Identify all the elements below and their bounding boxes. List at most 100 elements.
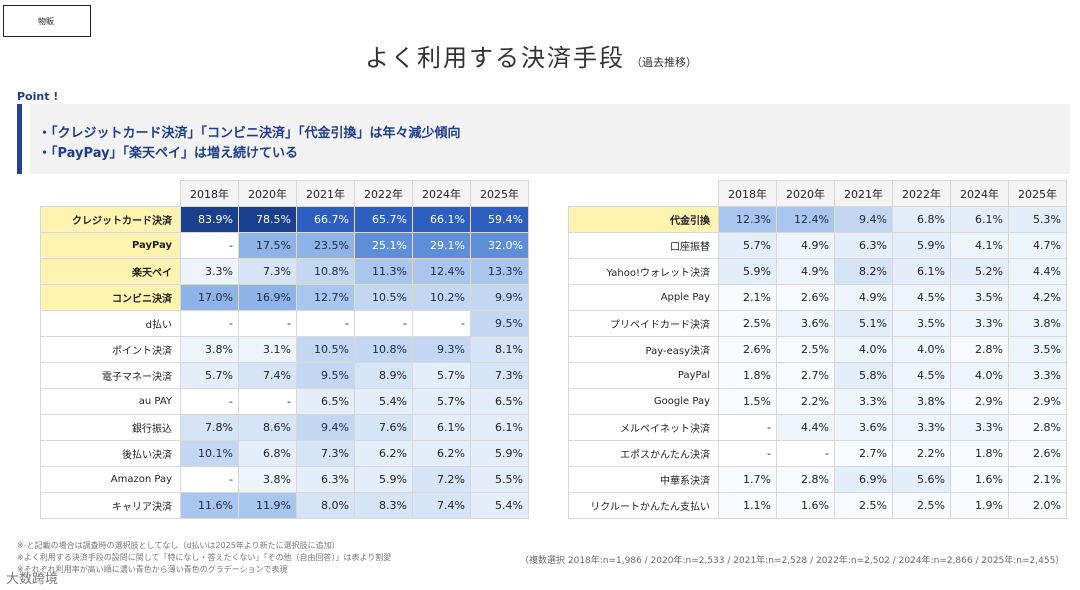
year-header: 2022年 [354, 180, 413, 207]
row-label: Google Pay [568, 388, 719, 415]
year-header: 2021年 [296, 180, 355, 207]
value-cell: 83.9% [180, 206, 239, 233]
value-cell: 4.0% [834, 336, 893, 363]
value-cell: 3.8% [180, 336, 239, 363]
value-cell: 5.9% [470, 440, 529, 467]
value-cell: 9.4% [296, 414, 355, 441]
value-cell: 3.6% [834, 414, 893, 441]
value-cell: 5.1% [834, 310, 893, 337]
value-cell: 5.6% [892, 466, 951, 493]
value-cell: 7.3% [470, 362, 529, 389]
table-row: au PAY - -6.5% 5.4% 5.7% 6.5% [40, 388, 529, 415]
value-cell: 6.8% [238, 440, 297, 467]
value-cell: 3.8% [892, 388, 951, 415]
row-label: キャリア決済 [40, 492, 181, 519]
table-row: メルペイネット決済 -4.4% 3.6% 3.3% 3.3% 2.8% [568, 414, 1067, 441]
header-corner [568, 180, 719, 207]
table-row: エポスかんたん決済 - -2.7% 2.2% 1.8% 2.6% [568, 440, 1067, 467]
value-cell: 6.1% [412, 414, 471, 441]
value-cell: 3.5% [892, 310, 951, 337]
value-cell: 5.7% [412, 362, 471, 389]
year-header: 2024年 [950, 180, 1009, 207]
value-cell: 4.5% [892, 362, 951, 389]
value-cell: 1.1% [718, 492, 777, 519]
value-cell: 3.6% [776, 310, 835, 337]
value-cell: 6.2% [354, 440, 413, 467]
value-cell: 2.6% [718, 336, 777, 363]
table-row: ポイント決済 3.8% 3.1% 10.5% 10.8% 9.3% 8.1% [40, 336, 529, 363]
row-label: Yahoo!ウォレット決済 [568, 258, 719, 285]
value-cell: 2.2% [892, 440, 951, 467]
value-cell: 5.2% [950, 258, 1009, 285]
value-cell: 1.5% [718, 388, 777, 415]
value-cell: 2.8% [1008, 414, 1067, 441]
value-cell: 7.3% [238, 258, 297, 285]
table-row: クレジットカード決済 83.9% 78.5% 66.7% 65.7% 66.1% 59.4% [40, 206, 529, 233]
left-table: 2018年 2020年 2021年 2022年 2024年 2025年 クレジッ… [40, 180, 529, 519]
title-suffix: （過去推移） [631, 56, 697, 69]
value-cell: 4.0% [892, 336, 951, 363]
value-cell: 3.3% [950, 310, 1009, 337]
value-cell: 6.3% [834, 232, 893, 259]
value-cell: 2.5% [834, 492, 893, 519]
value-cell: 12.4% [412, 258, 471, 285]
value-cell: - [238, 388, 297, 415]
header-corner [40, 180, 181, 207]
value-cell: 2.5% [892, 492, 951, 519]
value-cell: - [718, 440, 777, 467]
value-cell: - [412, 310, 471, 337]
category-tag: 物販 [3, 5, 91, 37]
value-cell: 10.5% [354, 284, 413, 311]
row-label: PayPay [40, 232, 181, 259]
footnote: ※よく利用する決済手段の設問に関して「特になし・答えたくない」「その他（自由回答… [17, 553, 392, 562]
table-row: d払い - - - - -9.5% [40, 310, 529, 337]
value-cell: 2.7% [776, 362, 835, 389]
value-cell: 7.4% [238, 362, 297, 389]
value-cell: 5.7% [718, 232, 777, 259]
value-cell: 8.9% [354, 362, 413, 389]
value-cell: 3.5% [1008, 336, 1067, 363]
header-row: 2018年 2020年 2021年 2022年 2024年 2025年 [568, 180, 1067, 207]
value-cell: 10.1% [180, 440, 239, 467]
value-cell: 8.0% [296, 492, 355, 519]
value-cell: - [718, 414, 777, 441]
value-cell: 3.3% [834, 388, 893, 415]
value-cell: 25.1% [354, 232, 413, 259]
row-label: 後払い決済 [40, 440, 181, 467]
value-cell: 4.2% [1008, 284, 1067, 311]
value-cell: 2.8% [950, 336, 1009, 363]
value-cell: 5.9% [718, 258, 777, 285]
row-label: メルペイネット決済 [568, 414, 719, 441]
footnote: ※それぞれ利用率が高い順に濃い青色から薄い青色のグラデーションで表現 [17, 565, 288, 574]
year-header: 2018年 [180, 180, 239, 207]
table-row: キャリア決済 11.6% 11.9% 8.0% 8.3% 7.4% 5.4% [40, 492, 529, 519]
value-cell: - [180, 232, 239, 259]
value-cell: 9.9% [470, 284, 529, 311]
value-cell: 8.1% [470, 336, 529, 363]
value-cell: 78.5% [238, 206, 297, 233]
value-cell: 10.5% [296, 336, 355, 363]
value-cell: 5.8% [834, 362, 893, 389]
value-cell: 6.8% [892, 206, 951, 233]
watermark-logo: 大数跨境 [6, 572, 59, 587]
table-row: 口座振替 5.7% 4.9% 6.3% 5.9% 4.1% 4.7% [568, 232, 1067, 259]
value-cell: 3.8% [238, 466, 297, 493]
value-cell: 5.3% [1008, 206, 1067, 233]
value-cell: 66.7% [296, 206, 355, 233]
year-header: 2025年 [1008, 180, 1067, 207]
value-cell: 11.9% [238, 492, 297, 519]
value-cell: 2.1% [1008, 466, 1067, 493]
table-row: Yahoo!ウォレット決済 5.9% 4.9% 8.2% 6.1% 5.2% 4.4% [568, 258, 1067, 285]
value-cell: - [296, 310, 355, 337]
value-cell: 4.5% [892, 284, 951, 311]
row-label: PayPal [568, 362, 719, 389]
value-cell: 12.3% [718, 206, 777, 233]
value-cell: 4.7% [1008, 232, 1067, 259]
table-row: 銀行振込 7.8% 8.6% 9.4% 7.6% 6.1% 6.1% [40, 414, 529, 441]
value-cell: 3.3% [180, 258, 239, 285]
value-cell: 1.7% [718, 466, 777, 493]
value-cell: 1.9% [950, 492, 1009, 519]
row-label: プリペイドカード決済 [568, 310, 719, 337]
value-cell: 2.7% [834, 440, 893, 467]
value-cell: 2.6% [776, 284, 835, 311]
